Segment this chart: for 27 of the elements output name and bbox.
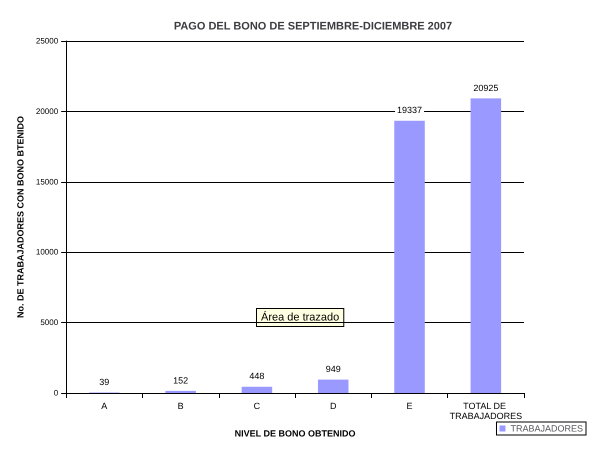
x-tick-label: A bbox=[101, 401, 108, 411]
chart-title: PAGO DEL BONO DE SEPTIEMBRE-DICIEMBRE 2007 bbox=[174, 20, 452, 32]
bar bbox=[242, 386, 272, 393]
data-label: 448 bbox=[249, 371, 264, 382]
data-label: 949 bbox=[326, 364, 341, 374]
x-tick-label: E bbox=[406, 401, 413, 411]
y-tick-label: 25000 bbox=[36, 36, 59, 46]
y-tick-label: 10000 bbox=[36, 248, 59, 257]
x-tick-label: D bbox=[330, 401, 337, 411]
y-axis-title: No. DE TRABAJADORES CON BONO BTENIDO bbox=[16, 116, 26, 318]
y-tick-label: 0 bbox=[54, 388, 59, 398]
x-tick-label: B bbox=[178, 401, 184, 411]
x-axis-title: NIVEL DE BONO OBTENIDO bbox=[234, 428, 356, 438]
y-tick-label: 15000 bbox=[36, 177, 59, 186]
data-label: 39 bbox=[99, 376, 110, 387]
x-tick-label: C bbox=[254, 401, 261, 411]
data-label: 152 bbox=[173, 375, 188, 386]
y-tick-label: 5000 bbox=[40, 318, 59, 328]
data-label: 20925 bbox=[473, 82, 498, 93]
x-tick-label: TOTAL DE TRABAJADORES bbox=[450, 401, 522, 421]
bar bbox=[318, 380, 348, 393]
legend-label: TRABAJADORES bbox=[510, 424, 583, 434]
bar bbox=[394, 120, 425, 393]
data-label: 19337 bbox=[397, 105, 422, 116]
bar bbox=[470, 98, 502, 393]
y-tick-label: 20000 bbox=[36, 106, 59, 116]
annotation: Área de trazado bbox=[261, 310, 340, 324]
